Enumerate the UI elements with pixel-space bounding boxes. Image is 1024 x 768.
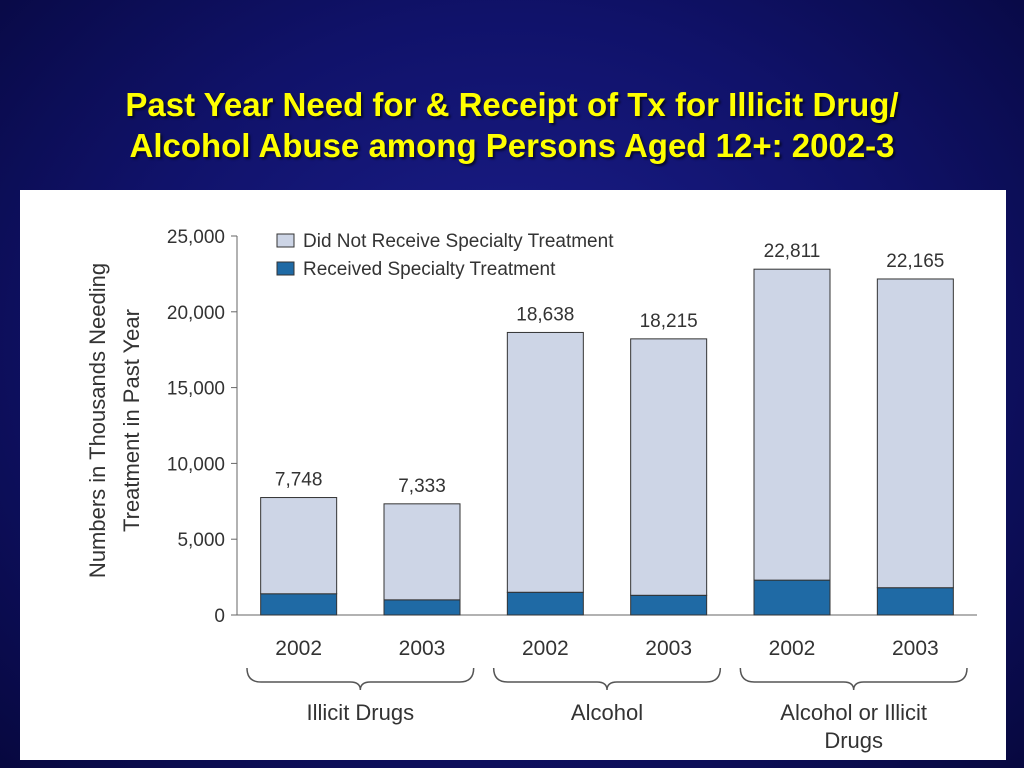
bar-did-not-receive-5: [876, 278, 954, 589]
x-category-label: 2003: [892, 637, 939, 660]
y-tick-label: 0: [214, 606, 225, 627]
slide-title-line-1: Past Year Need for & Receipt of Tx for I…: [125, 86, 899, 123]
legend-label: Did Not Receive Specialty Treatment: [303, 231, 614, 252]
bar-did-not-receive-2: [506, 331, 584, 593]
group-brace-2: [739, 667, 968, 691]
bar-received-0: [260, 593, 338, 616]
y-axis-title-line: Treatment in Past Year: [119, 309, 144, 532]
bar-total-label: 18,638: [516, 304, 574, 325]
bar-received-3: [630, 594, 708, 616]
y-tick-label: 20,000: [167, 303, 225, 324]
bar-received-4: [753, 579, 831, 616]
x-category-label: 2003: [645, 637, 692, 660]
group-label-0: Illicit Drugs: [307, 700, 415, 725]
y-tick-label: 15,000: [167, 379, 225, 400]
bar-did-not-receive-1: [383, 503, 461, 601]
bar-received-1: [383, 599, 461, 616]
bar-total-label: 7,333: [398, 476, 446, 497]
bar-did-not-receive-0: [260, 497, 338, 595]
y-tick-label: 10,000: [167, 454, 225, 475]
slide-title: Past Year Need for & Receipt of Tx for I…: [0, 84, 1024, 166]
group-label-2: Alcohol or Illicit Drugs: [780, 700, 927, 753]
bar-total-label: 22,165: [886, 251, 944, 272]
group-brace-0: [246, 667, 475, 691]
bar-total-label: 18,215: [640, 311, 698, 332]
x-category-label: 2002: [275, 637, 322, 660]
bar-received-5: [876, 587, 954, 616]
legend-label: Received Specialty Treatment: [303, 259, 556, 280]
x-category-label: 2002: [522, 637, 569, 660]
y-axis-title-line: Numbers in Thousands Needing: [85, 263, 110, 578]
x-category-label: 2002: [769, 637, 816, 660]
bar-did-not-receive-4: [753, 268, 831, 581]
y-tick-label: 25,000: [167, 227, 225, 248]
group-label-1: Alcohol: [571, 700, 643, 725]
group-brace-1: [492, 667, 722, 691]
legend-swatch-0: [276, 233, 295, 248]
chart-panel: 0 5,000 10,000 15,000 20,000 25,000 Numbers in…: [20, 190, 1006, 760]
bar-received-2: [506, 591, 584, 616]
bar-total-label: 7,748: [275, 470, 323, 491]
x-category-label: 2003: [399, 637, 446, 660]
stacked-bar-chart: 0 5,000 10,000 15,000 20,000 25,000 Numbers in…: [85, 227, 977, 753]
bar-did-not-receive-3: [630, 338, 708, 596]
legend-swatch-1: [276, 261, 295, 276]
bar-total-label: 22,811: [764, 241, 821, 262]
slide-title-line-2: Alcohol Abuse among Persons Aged 12+: 20…: [129, 127, 895, 164]
y-tick-label: 5,000: [177, 530, 225, 551]
